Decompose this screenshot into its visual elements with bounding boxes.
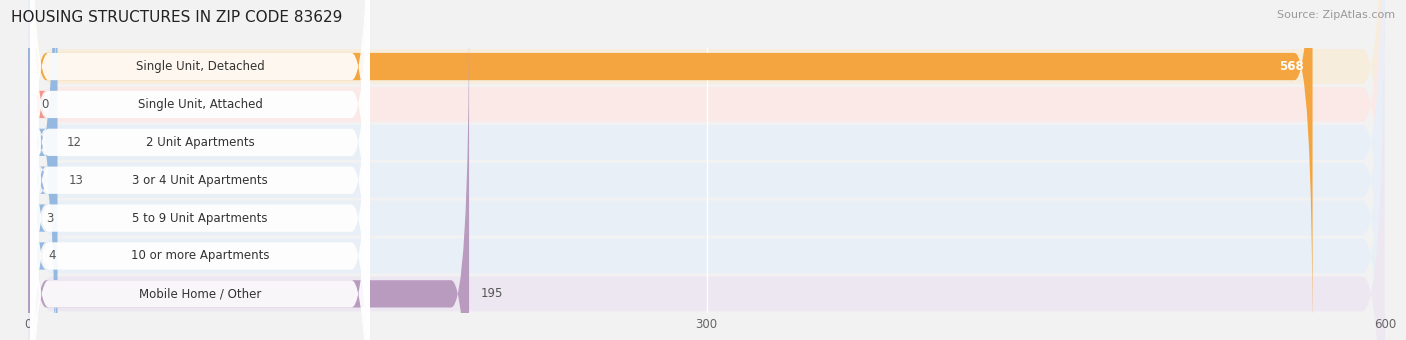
- FancyBboxPatch shape: [28, 0, 1385, 340]
- Text: Single Unit, Detached: Single Unit, Detached: [135, 60, 264, 73]
- Text: Source: ZipAtlas.com: Source: ZipAtlas.com: [1277, 10, 1395, 20]
- Text: 5 to 9 Unit Apartments: 5 to 9 Unit Apartments: [132, 211, 267, 225]
- Text: 3 or 4 Unit Apartments: 3 or 4 Unit Apartments: [132, 174, 269, 187]
- FancyBboxPatch shape: [13, 0, 46, 340]
- Text: HOUSING STRUCTURES IN ZIP CODE 83629: HOUSING STRUCTURES IN ZIP CODE 83629: [11, 10, 343, 25]
- FancyBboxPatch shape: [17, 0, 46, 340]
- Text: 10 or more Apartments: 10 or more Apartments: [131, 250, 269, 262]
- FancyBboxPatch shape: [28, 0, 1385, 340]
- FancyBboxPatch shape: [31, 4, 370, 340]
- Text: 4: 4: [48, 250, 56, 262]
- FancyBboxPatch shape: [28, 4, 470, 340]
- FancyBboxPatch shape: [28, 0, 1385, 340]
- Text: Mobile Home / Other: Mobile Home / Other: [139, 287, 262, 300]
- Text: 2 Unit Apartments: 2 Unit Apartments: [146, 136, 254, 149]
- Text: 12: 12: [66, 136, 82, 149]
- Text: 195: 195: [481, 287, 503, 300]
- FancyBboxPatch shape: [31, 0, 370, 340]
- FancyBboxPatch shape: [28, 0, 1385, 340]
- FancyBboxPatch shape: [31, 0, 370, 340]
- FancyBboxPatch shape: [28, 0, 1385, 340]
- Text: 0: 0: [42, 98, 49, 111]
- FancyBboxPatch shape: [31, 0, 370, 340]
- FancyBboxPatch shape: [31, 0, 370, 340]
- FancyBboxPatch shape: [28, 0, 1385, 340]
- FancyBboxPatch shape: [28, 0, 55, 340]
- FancyBboxPatch shape: [28, 0, 1385, 340]
- FancyBboxPatch shape: [28, 0, 58, 340]
- FancyBboxPatch shape: [20, 0, 46, 340]
- Text: Single Unit, Attached: Single Unit, Attached: [138, 98, 263, 111]
- FancyBboxPatch shape: [31, 0, 370, 340]
- Text: 568: 568: [1278, 60, 1303, 73]
- Text: 13: 13: [69, 174, 84, 187]
- FancyBboxPatch shape: [31, 0, 370, 340]
- Text: 3: 3: [46, 211, 53, 225]
- FancyBboxPatch shape: [28, 0, 1313, 340]
